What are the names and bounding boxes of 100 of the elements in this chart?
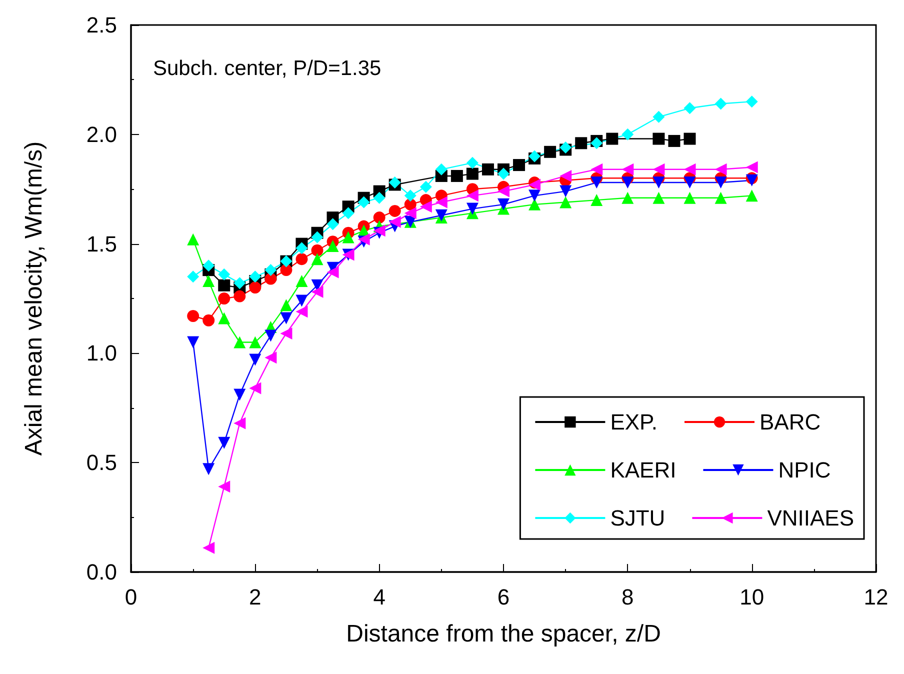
point xyxy=(218,436,230,449)
point xyxy=(296,274,308,287)
point xyxy=(590,176,603,189)
point xyxy=(684,176,696,189)
x-tick-label: 6 xyxy=(497,584,510,610)
point xyxy=(249,382,262,394)
point xyxy=(249,354,262,366)
point xyxy=(466,190,478,202)
point xyxy=(234,388,246,401)
point xyxy=(684,102,696,114)
x-tick-label: 4 xyxy=(373,584,386,610)
point xyxy=(513,159,526,172)
point xyxy=(187,310,200,322)
point xyxy=(202,314,215,326)
point xyxy=(575,137,588,150)
point xyxy=(187,336,200,348)
legend-label: BARC xyxy=(759,410,821,434)
point xyxy=(652,132,665,145)
point xyxy=(498,198,510,210)
point xyxy=(746,190,758,202)
point xyxy=(560,185,572,198)
point xyxy=(435,209,448,222)
x-tick-label: 0 xyxy=(124,584,138,610)
y-tick-label: 0.5 xyxy=(86,450,117,476)
point xyxy=(358,196,370,208)
point xyxy=(202,463,215,476)
point xyxy=(684,163,696,176)
annotation: Subch. center, P/D=1.35 xyxy=(153,57,382,80)
point xyxy=(420,200,432,213)
y-tick-label: 1.0 xyxy=(86,340,117,366)
point xyxy=(466,156,478,169)
point xyxy=(590,163,603,176)
x-tick-label: 8 xyxy=(622,584,634,610)
point xyxy=(218,312,230,324)
point xyxy=(482,163,494,176)
point xyxy=(311,231,324,244)
point xyxy=(528,190,541,202)
point xyxy=(280,299,292,312)
point xyxy=(296,253,308,266)
point xyxy=(714,176,727,189)
point xyxy=(234,277,246,290)
point xyxy=(652,110,665,123)
point xyxy=(311,244,324,256)
point xyxy=(202,260,215,272)
point xyxy=(218,292,230,304)
point xyxy=(326,218,339,230)
point xyxy=(404,207,416,220)
x-axis-title: Distance from the spacer, z/D xyxy=(346,620,661,648)
point xyxy=(560,170,572,182)
point xyxy=(622,163,634,176)
point xyxy=(187,270,200,283)
point xyxy=(218,480,230,493)
point xyxy=(326,240,339,252)
point xyxy=(652,163,665,176)
point xyxy=(466,168,478,180)
point xyxy=(435,163,448,176)
point xyxy=(498,168,510,180)
point xyxy=(714,192,727,204)
legend-label: SJTU xyxy=(610,506,666,530)
point xyxy=(684,132,696,145)
point xyxy=(420,180,432,193)
point xyxy=(234,290,246,302)
point xyxy=(342,231,354,244)
point xyxy=(590,194,603,206)
point xyxy=(264,330,277,342)
point xyxy=(249,336,262,348)
point xyxy=(746,161,758,174)
point xyxy=(714,163,727,176)
point xyxy=(746,96,758,108)
point xyxy=(249,282,262,294)
point xyxy=(528,198,541,210)
point xyxy=(234,417,246,430)
point xyxy=(388,216,401,228)
point xyxy=(264,264,277,276)
point xyxy=(450,170,463,182)
point xyxy=(652,192,665,204)
point xyxy=(498,185,510,198)
point xyxy=(280,328,292,340)
point xyxy=(373,212,386,224)
point xyxy=(652,176,665,189)
legend-label: KAERI xyxy=(610,458,676,482)
legend-label: NPIC xyxy=(778,458,831,482)
point xyxy=(296,242,308,254)
point xyxy=(622,176,634,189)
x-tick-label: 12 xyxy=(864,584,888,610)
y-tick-label: 0.0 xyxy=(86,560,117,584)
y-tick-label: 2.0 xyxy=(86,122,117,147)
point xyxy=(714,98,727,110)
point xyxy=(187,233,200,246)
point xyxy=(202,542,215,554)
point xyxy=(264,272,277,285)
x-tick-label: 10 xyxy=(740,584,764,610)
point xyxy=(218,268,230,280)
point xyxy=(668,134,680,147)
point xyxy=(544,146,556,158)
point xyxy=(311,253,324,266)
point xyxy=(622,192,634,204)
point xyxy=(388,204,401,217)
point xyxy=(358,233,370,246)
point xyxy=(311,286,324,298)
